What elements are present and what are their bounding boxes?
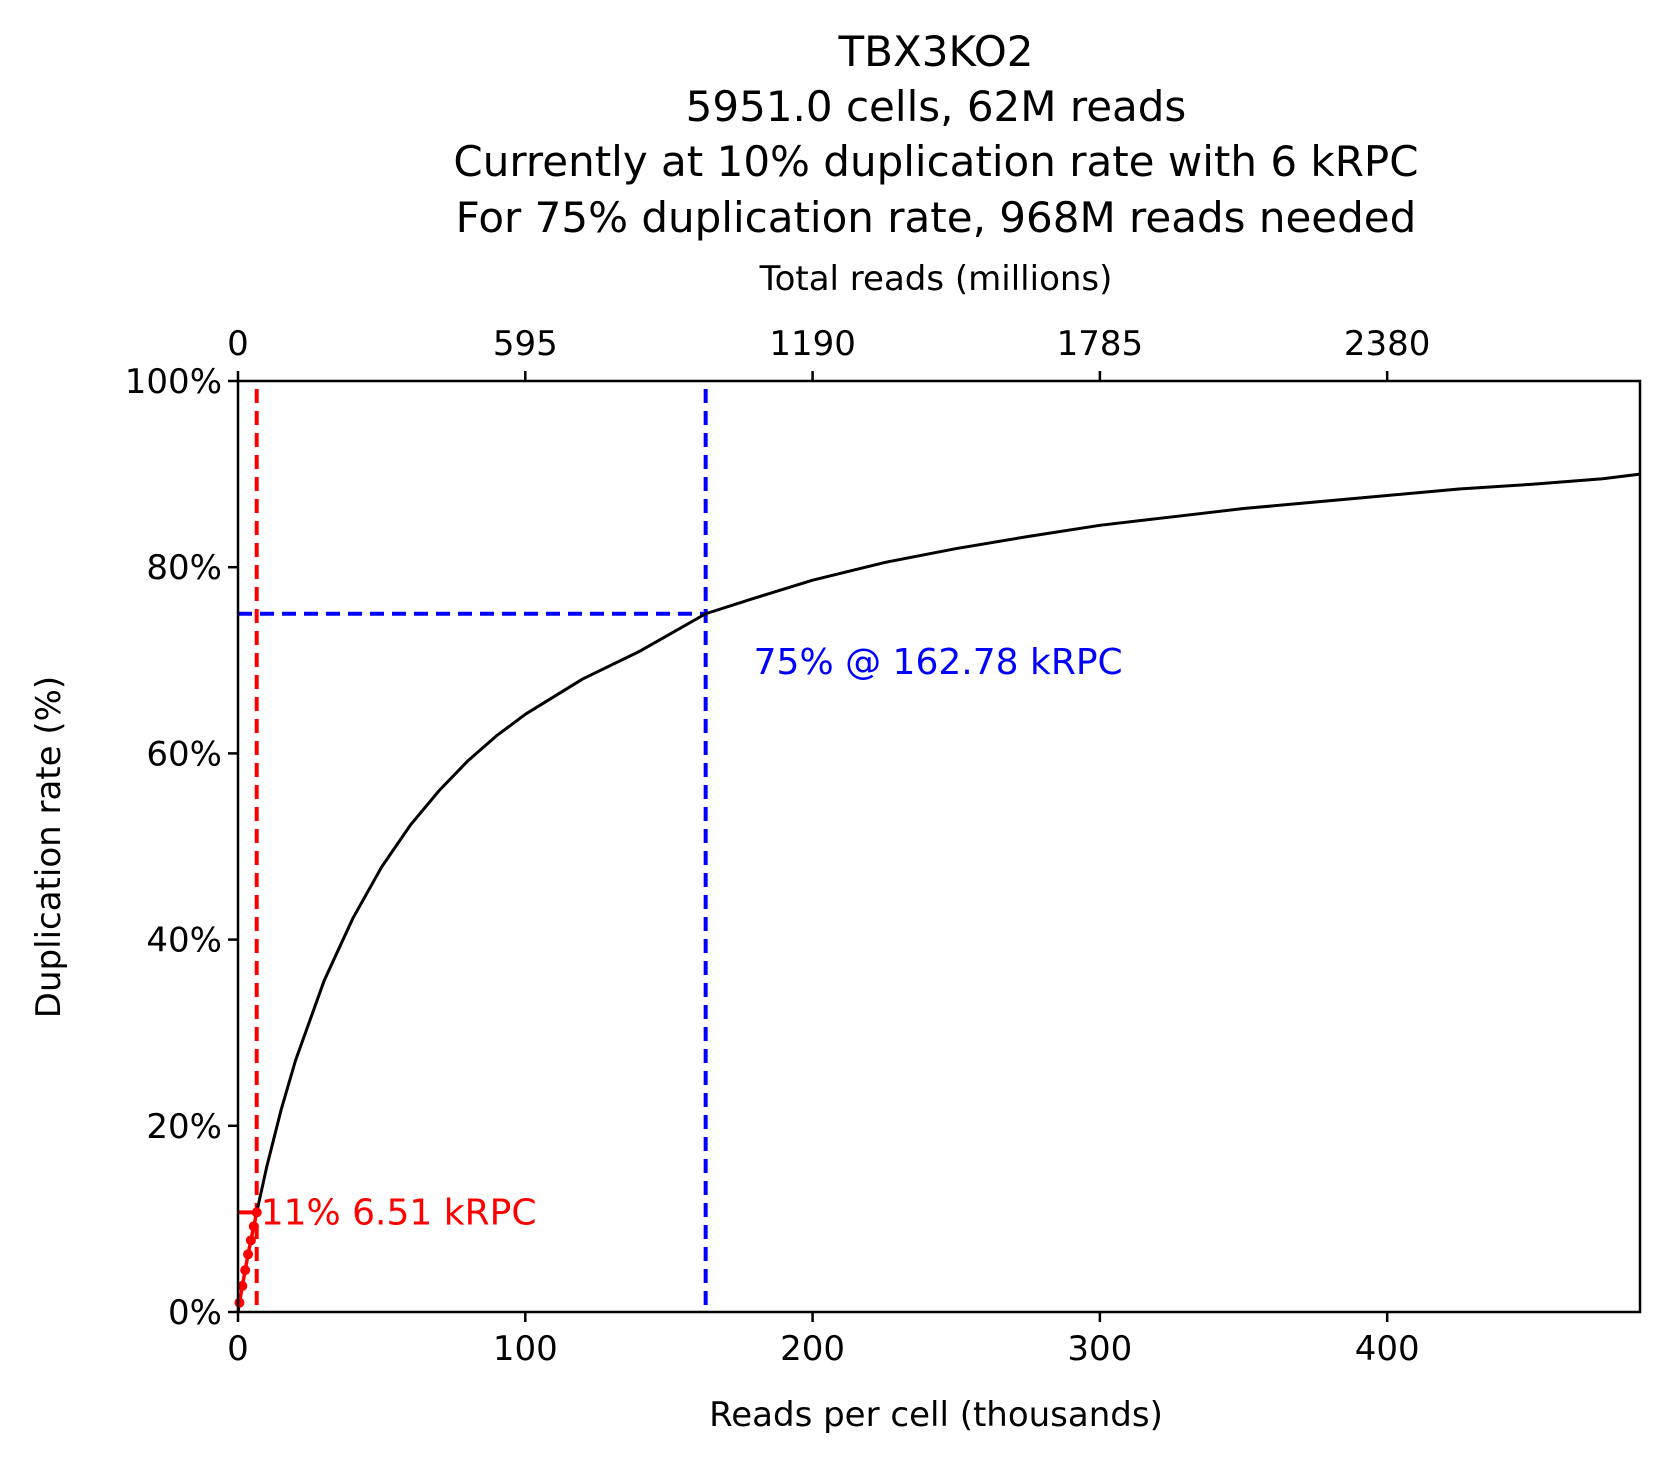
series-1-point (234, 1297, 245, 1308)
y-tick-label: 100% (125, 362, 222, 402)
chart-title: TBX3KO2 5951.0 cells, 62M reads Currentl… (453, 27, 1418, 242)
reference-lines (238, 389, 708, 1312)
series-1-point (251, 1207, 262, 1218)
series-1-point (248, 1221, 259, 1232)
annotation-layer: 11% 6.51 kRPC 75% @ 162.78 kRPC (261, 642, 1123, 1234)
x-tick-label: 300 (1067, 1329, 1132, 1369)
series-1-point (240, 1265, 251, 1276)
top-x-tick-label: 1190 (769, 324, 856, 364)
series-1-point (245, 1235, 256, 1246)
current-annotation: 11% 6.51 kRPC (261, 1192, 537, 1233)
y-tick-label: 20% (146, 1107, 222, 1147)
top-x-tick-label: 1785 (1057, 324, 1144, 364)
y-tick-label: 40% (146, 921, 222, 961)
x-tick-label: 400 (1355, 1329, 1420, 1369)
top-x-tick-label: 0 (227, 324, 249, 364)
x-tick-label: 200 (780, 1329, 845, 1369)
plot-frame (236, 379, 1642, 1314)
title-line-2: 5951.0 cells, 62M reads (686, 82, 1187, 131)
series-1-point (237, 1280, 248, 1291)
x-tick-label: 0 (227, 1329, 249, 1369)
title-line-3: Currently at 10% duplication rate with 6… (453, 137, 1418, 186)
y-tick-label: 60% (146, 734, 222, 774)
y-tick-label: 0% (168, 1293, 222, 1333)
top-x-tick-label: 595 (493, 324, 558, 364)
series-layer (234, 472, 1641, 1313)
series-1-point (243, 1249, 254, 1260)
top-x-tick-label: 2380 (1344, 324, 1431, 364)
top-x-axis-label: Total reads (millions) (759, 259, 1113, 299)
title-line-1: TBX3KO2 (838, 27, 1034, 76)
axes: 0 100 200 300 400 0 595 1190 1785 2380 0% 20% 40% 60%… (125, 324, 1642, 1369)
y-axis-label: Duplication rate (%) (29, 676, 69, 1018)
x-tick-label: 100 (493, 1329, 558, 1369)
title-line-4: For 75% duplication rate, 968M reads nee… (456, 193, 1417, 242)
y-tick-label: 80% (146, 548, 222, 588)
series-0-line (236, 472, 1641, 1313)
target-annotation: 75% @ 162.78 kRPC (754, 642, 1123, 683)
x-axis-label: Reads per cell (thousands) (709, 1395, 1163, 1435)
